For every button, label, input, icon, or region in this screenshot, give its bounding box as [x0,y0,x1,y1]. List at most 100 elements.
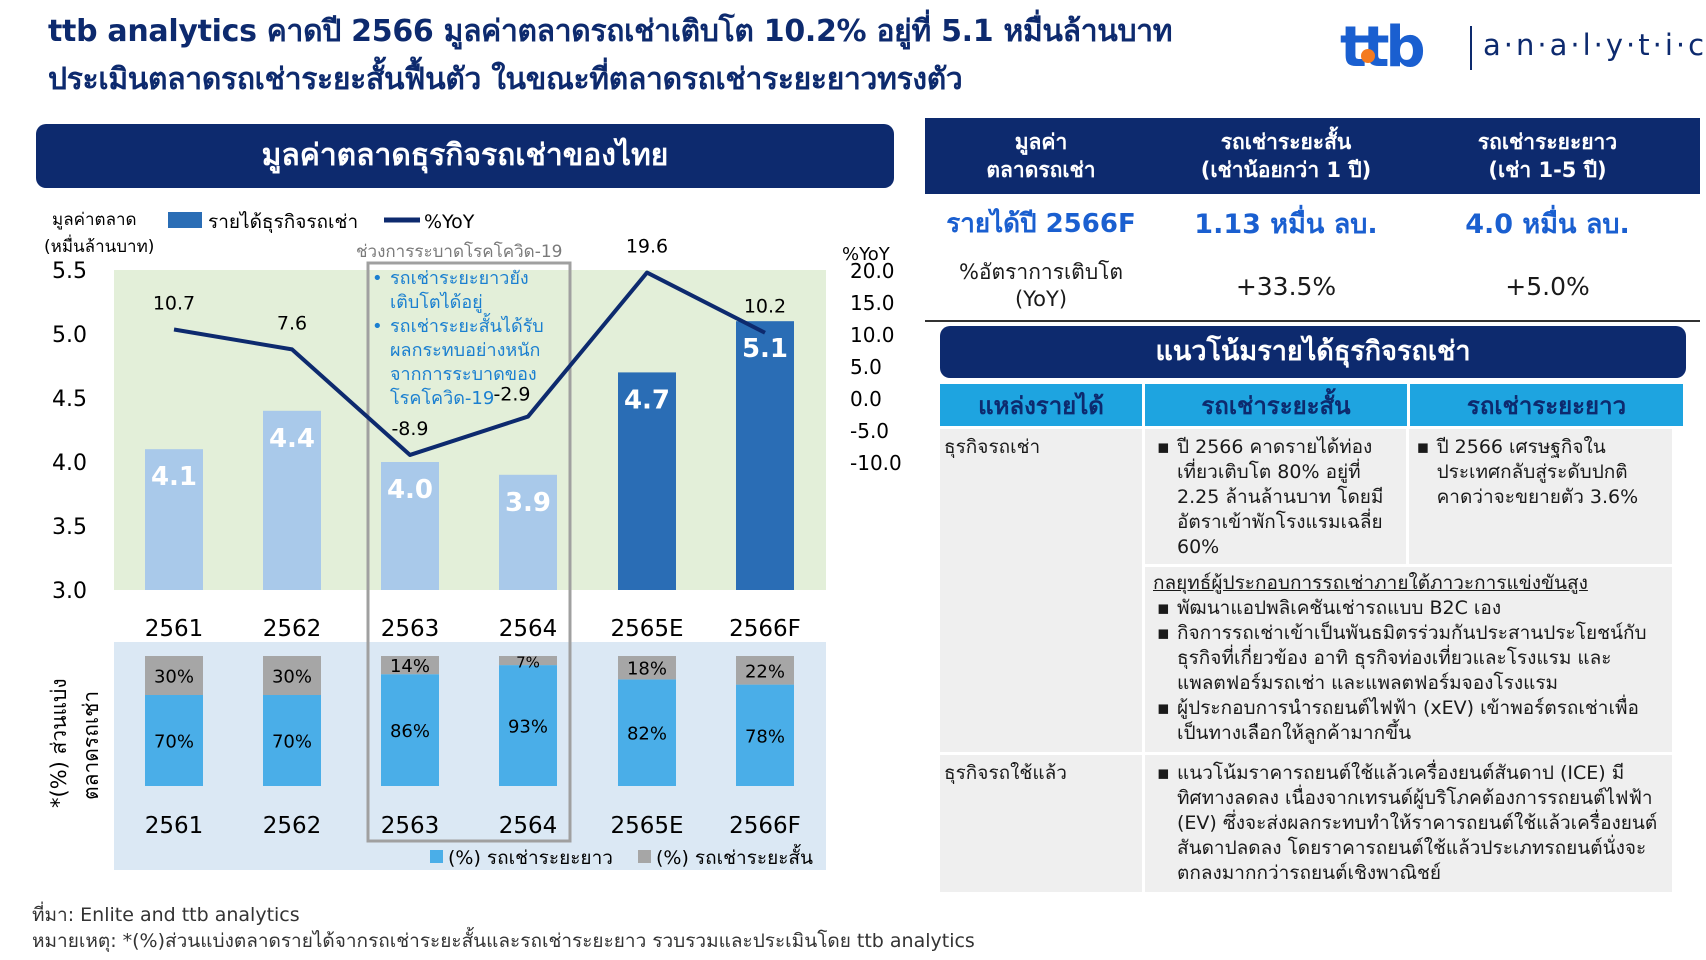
share-axis-title-1: *(%) ส่วนแบ่ง [47,678,71,808]
long-term-share-label: 78% [745,726,785,747]
trend-rental-short-cell: ปี 2566 คาดรายได้ท่องเที่ยวเติบโต 80% อย… [1145,429,1406,564]
trend-banner: แนวโน้มรายได้ธุรกิจรถเช่า [940,326,1686,378]
trend-header-source: แหล่งรายได้ [940,384,1142,426]
revenue-bar [618,372,676,590]
y-tick-label: 5.5 [52,259,87,284]
x-category-label: 2561 [145,813,204,839]
long-term-share-bar [263,695,321,786]
summary-growth-long: +5.0% [1505,271,1590,301]
revenue-value-label: 4.1 [151,462,197,492]
y2-axis-title: %YoY [842,244,891,265]
revenue-value-label: 4.4 [269,424,315,454]
summary-header-market: มูลค่า ตลาดรถเช่า [986,130,1096,182]
long-term-share-label: 70% [272,732,312,753]
y2-tick-label: -5.0 [850,419,889,443]
short-term-share-bar [499,656,557,666]
y-tick-label: 5.0 [52,323,87,348]
trend-rental-row: ธุรกิจรถเช่า ปี 2566 คาดรายได้ท่องเที่ยว… [940,429,1686,752]
y2-tick-label: 10.0 [850,323,895,347]
share-axis-title-2: ตลาดรถเช่า [79,691,103,800]
bottom-chart-bg [114,642,826,870]
covid-note-line: เติบโตได้อยู่ [390,291,483,313]
logo-analytics-text: a·n·a·l·y·t·i·c·s [1483,28,1706,62]
summary-growth-short: +33.5% [1235,271,1337,301]
trend-strategy-cell: กลยุทธ์ผู้ประกอบการรถเช่าภายใต้ภาวะการแข… [1145,564,1672,752]
y2-tick-label: -10.0 [850,451,902,475]
trend-rental-label: ธุรกิจรถเช่า [940,429,1142,752]
trend-used-text: แนวโน้มราคารถยนต์ใช้แล้วเครื่องยนต์สันดา… [1153,761,1666,886]
legend-bar-label: รายได้ธุรกิจรถเช่า [208,211,358,234]
summary-table: มูลค่า ตลาดรถเช่า รถเช่าระยะสั้น (เช่าน้… [925,118,1700,322]
covid-note-line: รถเช่าระยะยาวยัง [390,268,529,289]
y2-tick-label: 0.0 [850,387,882,411]
trend-rental-body: ปี 2566 คาดรายได้ท่องเที่ยวเติบโต 80% อย… [1145,429,1672,752]
title-line-1: ttb analytics คาดปี 2566 มูลค่าตลาดรถเช่… [48,14,1173,49]
short-term-share-bar [736,656,794,685]
x-category-label: 2565E [610,813,683,839]
yoy-value-label: 10.7 [153,293,195,315]
y-axis-title-1: มูลค่าตลาด [52,210,137,230]
legend-bar-swatch [168,212,202,228]
revenue-value-label: 3.9 [505,488,551,518]
trend-used-cell: แนวโน้มราคารถยนต์ใช้แล้วเครื่องยนต์สันดา… [1145,755,1672,892]
yoy-value-label: -2.9 [493,384,530,406]
revenue-value-label: 5.1 [742,334,788,364]
trend-header-long: รถเช่าระยะยาว [1410,384,1683,426]
yoy-value-label: 7.6 [277,312,307,334]
footer-source: ที่มา: Enlite and ttb analytics [32,904,300,926]
trend-strategy-title: กลยุทธ์ผู้ประกอบการรถเช่าภายใต้ภาวะการแข… [1153,572,1588,594]
trend-table: แหล่งรายได้ รถเช่าระยะสั้น รถเช่าระยะยาว… [940,384,1686,892]
covid-note-line: รถเช่าระยะสั้นได้รับ [390,313,544,337]
y2-tick-label: 5.0 [850,355,882,379]
summary-revenue-long: 4.0 หมื่น ลบ. [1465,208,1630,240]
legend-long-swatch [430,850,443,863]
ttb-logo-text: ttb [1340,18,1424,74]
summary-revenue-short: 1.13 หมื่น ลบ. [1194,208,1378,240]
trend-rental-long-cell: ปี 2566 เศรษฐกิจในประเทศกลับสู่ระดับปกติ… [1405,429,1672,564]
short-term-share-label: 30% [154,667,194,688]
ttb-logo: ttb [1340,18,1428,74]
title-line-2: ประเมินตลาดรถเช่าระยะสั้นฟื้นตัว ในขณะที… [48,62,963,97]
y-tick-label: 4.5 [52,387,87,412]
x-category-label: 2563 [381,616,440,642]
legend-line-label: %YoY [424,211,475,233]
short-term-share-bar [618,656,676,680]
revenue-value-label: 4.0 [387,475,433,505]
legend-short-swatch [638,850,651,863]
y-tick-label: 3.5 [52,515,87,540]
trend-strategy-item: พัฒนาแอปพลิเคชันเช่ารถแบบ B2C เอง [1153,596,1666,621]
covid-note-bullet: • [372,316,383,337]
trend-rental-long-text: ปี 2566 เศรษฐกิจในประเทศกลับสู่ระดับปกติ… [1413,435,1668,510]
yoy-value-label: 19.6 [626,236,668,258]
short-term-share-label: 14% [390,656,430,677]
y2-tick-label: 20.0 [850,259,895,283]
revenue-value-label: 4.7 [624,385,670,415]
y-axis-title-2: (หมื่นล้านบาท) [44,234,154,257]
x-category-label: 2564 [499,813,558,839]
revenue-bar [736,321,794,590]
yoy-line [173,270,766,457]
yoy-value-label: -8.9 [391,418,428,440]
revenue-bar [499,474,557,590]
summary-revenue-label: รายได้ปี 2566F [946,208,1136,239]
top-chart-bg [114,270,826,590]
long-term-share-bar [499,665,557,786]
long-term-share-bar [618,679,676,786]
short-term-share-bar [381,656,439,675]
y2-tick-label: 15.0 [850,291,895,315]
long-term-share-bar [381,674,439,786]
legend-long-label: (%) รถเช่าระยะยาว [448,847,613,869]
summary-revenue-row: รายได้ปี 2566F 1.13 หมื่น ลบ. 4.0 หมื่น … [925,194,1700,252]
covid-note-line: จากการระบาดของ [390,364,537,385]
summary-header-row: มูลค่า ตลาดรถเช่า รถเช่าระยะสั้น (เช่าน้… [925,118,1700,194]
x-category-label: 2562 [263,813,322,839]
x-category-label: 2566F [729,813,801,839]
short-term-share-label: 18% [627,659,667,680]
long-term-share-bar [145,695,203,786]
short-term-share-bar [145,656,203,695]
long-term-share-bar [736,684,794,786]
long-term-share-label: 70% [154,732,194,753]
trend-used-label: ธุรกิจรถใช้แล้ว [940,755,1142,892]
rental-market-chart: มูลค่าตลาด (หมื่นล้านบาท) รายได้ธุรกิจรถ… [44,210,902,870]
long-term-share-label: 93% [508,717,548,738]
